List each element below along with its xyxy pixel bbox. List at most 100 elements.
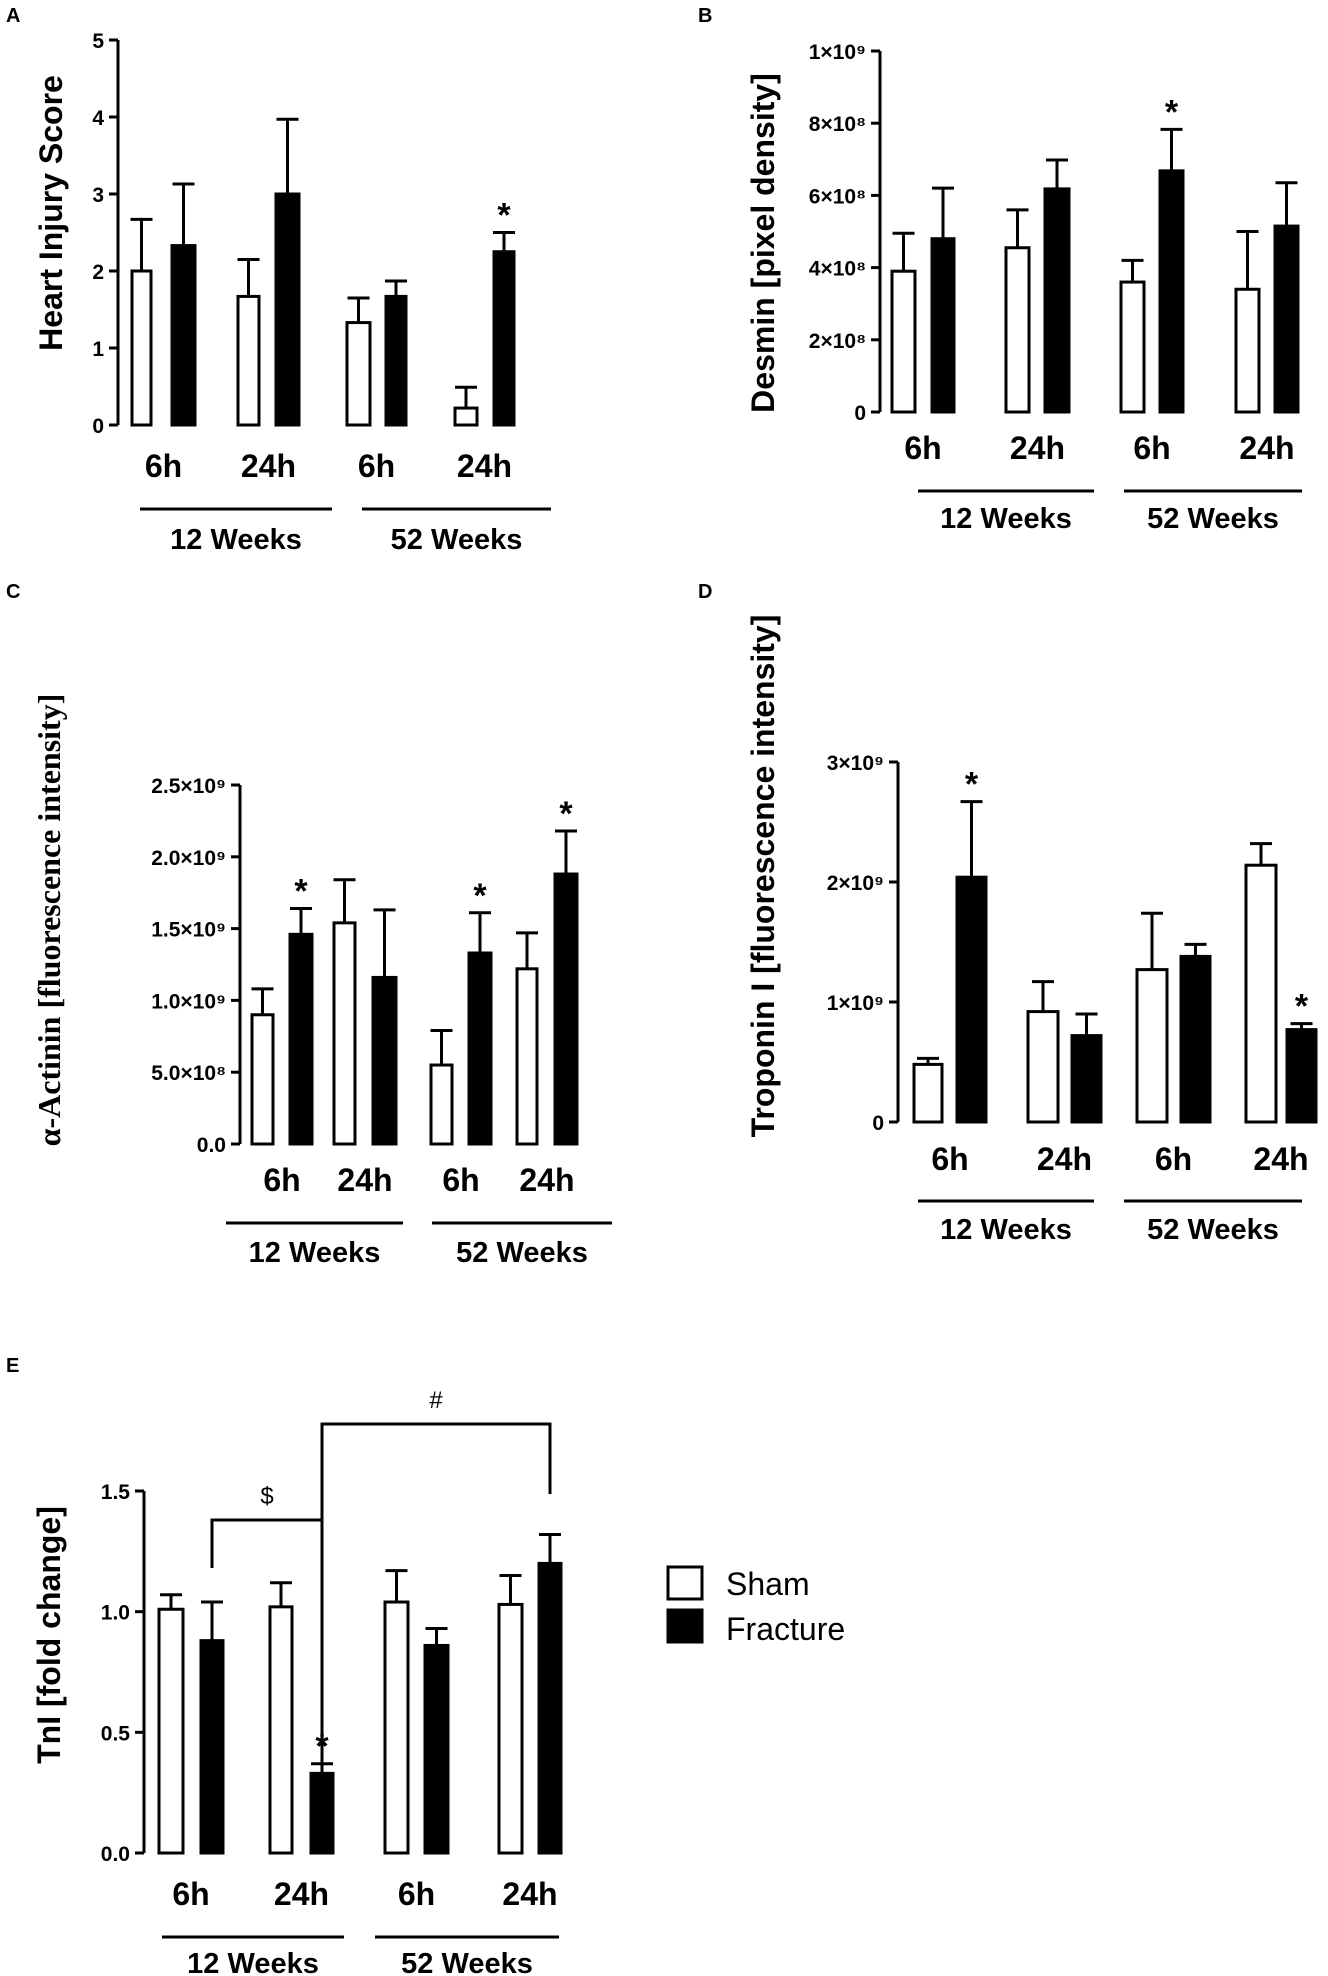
- significance-star: *: [1165, 93, 1179, 131]
- sham-bar-c-3: [429, 1063, 454, 1146]
- sham-bar-a-1: [130, 269, 153, 427]
- y-tick-label: 6×10⁸: [809, 185, 866, 208]
- y-tick-label: 0: [854, 402, 866, 425]
- significance-star: *: [497, 197, 511, 235]
- y-tick-label: 2.5×10⁹: [151, 775, 226, 798]
- sham-bar-e-1: [157, 1607, 185, 1855]
- y-tick-label: 8×10⁸: [809, 113, 866, 136]
- sham-bar-d-3: [1135, 968, 1169, 1124]
- panel-letter-d: D: [698, 581, 712, 603]
- fracture-bar-e-1: [199, 1639, 225, 1855]
- group-label: 52 Weeks: [1147, 503, 1279, 535]
- fracture-bar-c-4: [553, 872, 579, 1146]
- sham-bar-e-2: [268, 1605, 294, 1855]
- panel-letter-a: A: [6, 5, 20, 27]
- y-tick-label: 1: [92, 338, 104, 361]
- panel-letter-e: E: [6, 1355, 19, 1377]
- y-tick-label: 4: [92, 107, 104, 130]
- group-label: 12 Weeks: [940, 503, 1072, 535]
- y-tick-label: 0.5: [101, 1722, 131, 1745]
- fracture-bar-d-3: [1179, 954, 1212, 1124]
- x-tick-label: 6h: [931, 1141, 968, 1177]
- y-tick-label: 0: [872, 1112, 884, 1135]
- x-tick-label: 24h: [1037, 1141, 1092, 1177]
- y-tick-label: 5.0×10⁸: [151, 1062, 226, 1085]
- fracture-bar-b-3: [1158, 169, 1185, 414]
- x-tick-label: 24h: [502, 1876, 557, 1912]
- group-label: 12 Weeks: [249, 1237, 381, 1269]
- sham-bar-e-3: [383, 1600, 410, 1855]
- legend-sham-swatch: [666, 1565, 704, 1601]
- y-axis-title-a: Heart Injury Score: [33, 75, 69, 351]
- fracture-bar-c-3: [467, 951, 493, 1146]
- x-tick-label: 24h: [337, 1162, 392, 1198]
- x-tick-label: 24h: [1010, 430, 1065, 466]
- fracture-bar-d-1: [955, 875, 988, 1124]
- sham-bar-a-4: [453, 406, 479, 427]
- group-label: 12 Weeks: [170, 524, 302, 556]
- fracture-bar-a-1: [170, 244, 197, 427]
- x-tick-label: 24h: [519, 1162, 574, 1198]
- fracture-bar-a-3: [384, 294, 408, 427]
- x-tick-label: 6h: [398, 1876, 435, 1912]
- y-axis-title-c: α-Actinin [fluorescence intensity]: [31, 694, 67, 1147]
- y-tick-label: 2×10⁸: [809, 330, 866, 353]
- fracture-bar-e-3: [423, 1643, 450, 1855]
- panel-d-plot: 0 1×10⁹ 2×10⁹ 3×10⁹ 6h 24h 6h 24h 12 Weeks 52 Wee…: [827, 752, 1318, 1246]
- comparison-symbol: #: [429, 1387, 443, 1414]
- fracture-bar-d-2: [1070, 1034, 1103, 1124]
- y-tick-label: 5: [92, 30, 104, 53]
- comparison-bracket: [210, 1518, 324, 1840]
- significance-star: *: [1295, 988, 1309, 1026]
- sham-bar-b-1: [890, 269, 917, 414]
- significance-star: *: [294, 872, 308, 910]
- y-tick-label: 4×10⁸: [809, 258, 866, 281]
- y-tick-label: 1.0: [101, 1602, 130, 1625]
- fracture-bar-c-1: [288, 932, 314, 1146]
- fracture-bar-e-4: [537, 1561, 563, 1855]
- y-axis-title-e: TnI [fold change]: [31, 1506, 67, 1764]
- y-tick-label: 0.0: [197, 1134, 226, 1157]
- group-label: 52 Weeks: [1147, 1214, 1279, 1246]
- panel-c-plot: 0.0 5.0×10⁸ 1.0×10⁹ 1.5×10⁹ 2.0×10⁹ 2.5×10⁹ 6h…: [151, 775, 612, 1269]
- fracture-bar-b-1: [930, 237, 956, 414]
- legend-fracture-swatch: [666, 1608, 704, 1644]
- y-tick-label: 0: [92, 415, 104, 438]
- group-label: 12 Weeks: [187, 1948, 319, 1976]
- sham-bar-b-2: [1004, 246, 1031, 414]
- sham-bar-e-4: [497, 1602, 524, 1855]
- x-tick-label: 6h: [904, 430, 941, 466]
- panel-letter-b: B: [698, 5, 712, 27]
- x-tick-label: 24h: [1253, 1141, 1308, 1177]
- y-tick-label: 2×10⁹: [827, 872, 884, 895]
- x-tick-label: 24h: [241, 448, 296, 484]
- significance-star: *: [473, 877, 487, 915]
- fracture-bar-b-4: [1273, 224, 1300, 414]
- fracture-bar-d-4: [1285, 1028, 1318, 1124]
- legend-sham-label: Sham: [726, 1566, 810, 1602]
- sham-bar-b-3: [1119, 280, 1146, 414]
- y-tick-label: 1.5: [101, 1481, 131, 1504]
- fracture-bar-a-4: [492, 250, 516, 427]
- group-label: 52 Weeks: [391, 524, 523, 556]
- fracture-bar-a-2: [274, 192, 301, 427]
- y-tick-label: 3: [92, 184, 104, 207]
- x-tick-label: 24h: [457, 448, 512, 484]
- group-label: 52 Weeks: [401, 1948, 533, 1976]
- group-label: 12 Weeks: [940, 1214, 1072, 1246]
- y-tick-label: 1.0×10⁹: [151, 990, 226, 1013]
- sham-bar-c-2: [332, 921, 357, 1146]
- sham-bar-c-4: [515, 967, 539, 1146]
- sham-bar-d-2: [1026, 1010, 1060, 1124]
- y-tick-label: 2.0×10⁹: [151, 847, 226, 870]
- fracture-bar-b-2: [1043, 187, 1071, 414]
- y-tick-label: 1.5×10⁹: [151, 919, 226, 942]
- x-tick-label: 6h: [1155, 1141, 1192, 1177]
- significance-star: *: [559, 795, 573, 833]
- x-tick-label: 6h: [1133, 430, 1170, 466]
- y-tick-label: 3×10⁹: [827, 752, 884, 775]
- sham-bar-d-4: [1244, 863, 1278, 1124]
- panel-a-plot: 0 1 2 3 4 5 6h 24h 6h 24h 12 Weeks 52 Weeks *: [92, 30, 551, 556]
